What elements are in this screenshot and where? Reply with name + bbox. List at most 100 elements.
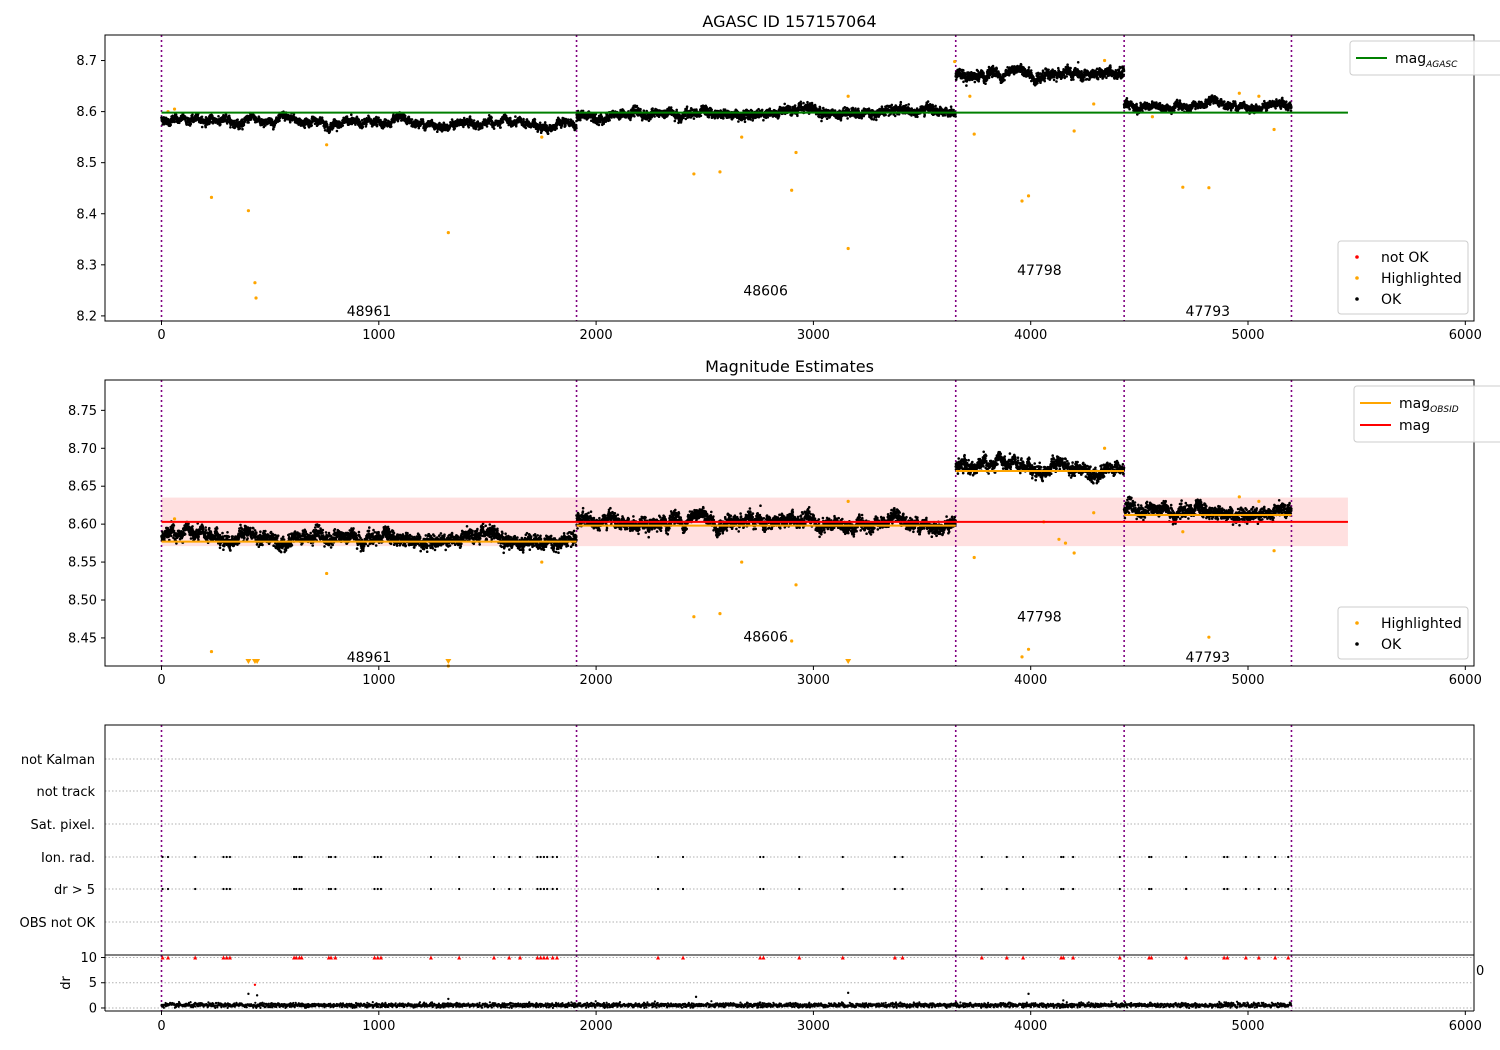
- ok-point-0-1614: [410, 118, 414, 121]
- ok-point-1-2243: [923, 113, 926, 117]
- ok-point-1-1196: [760, 108, 764, 112]
- ok-point-0-760: [278, 119, 281, 122]
- ok-point-0-1777: [436, 130, 439, 133]
- ok-point-1-2031: [890, 103, 894, 107]
- ok-point-0-2127: [490, 116, 493, 119]
- ok-point-1-389: [635, 104, 639, 108]
- ok-point-1-1085: [743, 120, 747, 124]
- ok-point-1-756: [692, 117, 696, 120]
- ok-point-0-2673: [575, 127, 578, 130]
- ok-point-0-2491: [546, 132, 550, 135]
- ok-point-0-72: [171, 114, 174, 118]
- ok-point-1-1446: [799, 102, 803, 106]
- ok-point-1-412: [639, 107, 642, 111]
- ok-point-1-1666: [833, 109, 837, 112]
- ok-point-0-490: [236, 118, 239, 121]
- ok-point-1-1423: [796, 114, 799, 118]
- ok-point-0-2472: [543, 121, 547, 124]
- ok-point-0-968: [310, 124, 314, 127]
- ok-point-1-1377: [789, 105, 792, 109]
- ok-point-1-1578: [820, 119, 823, 123]
- ok-point-0-83: [173, 120, 176, 124]
- ok-point-0-200: [191, 113, 194, 116]
- ok-point-1-712: [685, 105, 689, 108]
- ok-point-0-1223: [350, 113, 353, 116]
- ok-point-1-1408: [793, 104, 797, 107]
- ok-point-1-1570: [818, 106, 822, 110]
- ok-point-0-189: [189, 122, 193, 126]
- ok-point-0-561: [247, 121, 250, 124]
- ok-point-0-412: [224, 116, 227, 120]
- ok-point-0-2347: [524, 126, 528, 130]
- ok-point-1-1043: [737, 120, 740, 123]
- ok-point-1-144: [597, 123, 601, 127]
- ok-point-0-262: [200, 125, 204, 129]
- ok-point-0-367: [217, 115, 220, 118]
- ok-point-1-891: [713, 117, 717, 120]
- ok-point-1-1462: [802, 101, 805, 105]
- ok-point-0-1399: [377, 116, 380, 119]
- ok-point-1-2124: [904, 104, 908, 107]
- ok-point-1-2265: [926, 100, 930, 103]
- ok-point-1-503: [653, 115, 656, 118]
- ok-point-0-2014: [472, 119, 476, 122]
- ok-point-1-1204: [762, 118, 765, 122]
- ok-point-1-1884: [867, 107, 871, 110]
- ok-point-1-490: [651, 107, 654, 110]
- agasc-panel: AGASC ID 157157064 48961486064779847793 …: [76, 12, 1500, 343]
- ok-point-0-829: [288, 120, 292, 124]
- ok-point-0-531: [242, 123, 246, 127]
- ok-point-1-2089: [899, 100, 903, 104]
- ok-point-0-1130: [335, 129, 339, 133]
- ok-point-0-2280: [514, 115, 517, 118]
- ok-point-1-1305: [777, 114, 781, 117]
- ok-point-1-1245: [768, 107, 772, 110]
- ok-point-0-1480: [389, 125, 393, 128]
- ok-point-0-1945: [462, 125, 465, 129]
- ok-point-0-163: [185, 123, 189, 126]
- ok-point-1-2313: [934, 104, 937, 108]
- ok-point-1-1614: [825, 117, 829, 120]
- ok-point-0-1168: [341, 124, 345, 127]
- ok-point-1-1488: [806, 100, 809, 104]
- ok-point-0-923: [303, 126, 307, 130]
- ok-point-0-1293: [360, 118, 364, 122]
- ok-point-1-213: [608, 118, 611, 122]
- ok-point-0-1979: [467, 126, 471, 129]
- ok-point-0-1390: [375, 123, 379, 127]
- ok-point-1-163: [600, 115, 604, 118]
- ok-point-0-2581: [560, 123, 564, 127]
- ok-point-1-1445: [799, 100, 803, 104]
- ok-point-1-2140: [907, 103, 910, 106]
- ok-point-0-94: [174, 113, 178, 116]
- ok-point-1-2088: [899, 103, 902, 106]
- ok-point-0-444: [229, 126, 232, 129]
- ok-point-0-2067: [481, 126, 484, 130]
- ok-point-0-1068: [326, 124, 329, 127]
- ok-point-1-946: [722, 116, 725, 120]
- ok-point-1-2196: [916, 115, 919, 119]
- ok-point-0-417: [224, 113, 228, 117]
- ok-point-1-2053: [893, 114, 897, 118]
- ok-point-0-1889: [453, 127, 457, 130]
- ok-point-0-261: [200, 115, 204, 119]
- ok-point-1-1232: [766, 115, 770, 119]
- ok-point-0-506: [238, 127, 242, 130]
- ok-point-1-610: [669, 106, 673, 109]
- ok-point-1-703: [684, 114, 687, 117]
- ok-point-1-801: [699, 114, 703, 118]
- ok-point-1-1755: [847, 108, 851, 111]
- ok-point-0-521: [241, 118, 244, 121]
- ok-point-0-468: [232, 119, 236, 123]
- ok-point-1-373: [633, 115, 636, 118]
- ok-point-0-1054: [323, 129, 327, 132]
- ok-point-0-285: [204, 125, 207, 129]
- ok-point-0-379: [219, 123, 222, 126]
- ok-point-1-1815: [857, 107, 860, 111]
- ok-point-0-2406: [533, 118, 537, 121]
- ok-points: [160, 61, 1293, 135]
- ok-point-0-328: [211, 114, 214, 118]
- ok-point-1-1991: [884, 113, 887, 117]
- ok-point-0-1297: [361, 125, 365, 129]
